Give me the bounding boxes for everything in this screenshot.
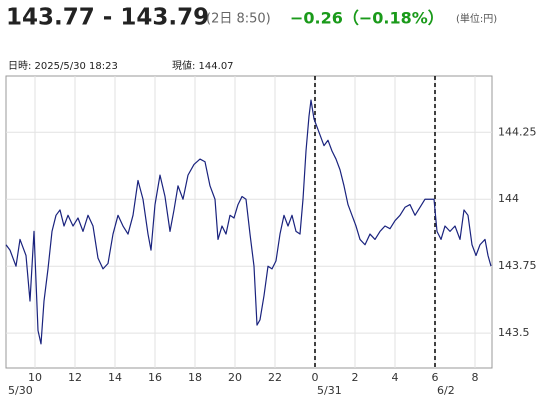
x-tick-label: 16 — [148, 371, 162, 384]
plot-frame — [5, 75, 493, 369]
info-time: 日時: 2025/5/30 18:23 — [8, 60, 118, 72]
x-tick-label: 0 — [312, 371, 319, 384]
x-tick-label: 8 — [472, 371, 479, 384]
x-tick-label: 18 — [188, 371, 202, 384]
y-tick-label: 144 — [498, 192, 519, 205]
date-label: 6/2 — [437, 384, 455, 397]
date-label: 5/31 — [317, 384, 342, 397]
x-tick-label: 22 — [268, 371, 282, 384]
x-tick-label: 14 — [108, 371, 122, 384]
info-price: 現値: 144.07 — [172, 59, 234, 72]
x-tick-label: 10 — [28, 371, 42, 384]
x-tick-label: 12 — [68, 371, 82, 384]
unit: (単位:円) — [456, 12, 497, 25]
y-tick-label: 143.5 — [498, 326, 530, 339]
price-line — [5, 99, 492, 345]
x-tick-label: 4 — [392, 371, 399, 384]
subtitle: (2日 8:50) — [206, 12, 271, 27]
chart-title: 143.77 - 143.79 — [6, 5, 209, 31]
y-tick-label: 144.25 — [498, 125, 537, 138]
y-tick-label: 143.75 — [498, 259, 537, 272]
x-tick-label: 6 — [432, 371, 439, 384]
x-tick-label: 20 — [228, 371, 242, 384]
date-label: 5/30 — [8, 384, 33, 397]
change: −0.26（−0.18%） — [290, 9, 444, 28]
x-tick-label: 2 — [352, 371, 359, 384]
